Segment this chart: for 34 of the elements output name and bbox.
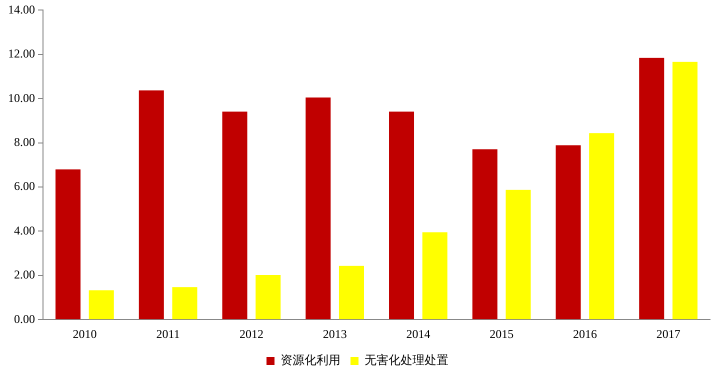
y-tick-label: 2.00 bbox=[14, 268, 35, 282]
bar bbox=[506, 190, 531, 320]
bar bbox=[472, 149, 498, 320]
y-tick-label: 0.00 bbox=[14, 312, 35, 326]
bar bbox=[422, 232, 448, 320]
y-tick-label: 6.00 bbox=[14, 179, 35, 194]
x-tick-label: 2012 bbox=[239, 326, 264, 341]
x-tick-label: 2014 bbox=[406, 326, 430, 341]
x-tick-label: 2013 bbox=[322, 326, 347, 341]
bar bbox=[589, 133, 614, 320]
y-tick-label: 12.00 bbox=[8, 46, 35, 61]
x-tick-label: 2011 bbox=[156, 326, 180, 341]
bar bbox=[256, 274, 281, 320]
x-tick-label: 2015 bbox=[490, 326, 514, 341]
y-tick-label: 14.00 bbox=[8, 2, 35, 16]
y-tick-label: 4.00 bbox=[14, 223, 35, 238]
x-tick-label: 2017 bbox=[656, 326, 680, 341]
y-tick-label: 8.00 bbox=[14, 134, 35, 149]
bar bbox=[672, 62, 698, 320]
y-tick-label: 10.00 bbox=[8, 90, 35, 105]
legend-label: 无害化处理处置 bbox=[364, 353, 448, 368]
bar bbox=[172, 287, 198, 320]
bar bbox=[639, 58, 664, 320]
bar bbox=[338, 266, 364, 320]
bar bbox=[306, 97, 331, 320]
bar bbox=[56, 169, 81, 320]
x-tick-label: 2010 bbox=[72, 326, 97, 341]
bar bbox=[138, 90, 164, 320]
bar bbox=[88, 290, 114, 320]
bar bbox=[389, 112, 414, 320]
legend-label: 资源化利用 bbox=[280, 353, 340, 368]
bar bbox=[222, 112, 248, 320]
bar bbox=[556, 145, 581, 320]
x-tick-label: 2016 bbox=[572, 326, 597, 341]
